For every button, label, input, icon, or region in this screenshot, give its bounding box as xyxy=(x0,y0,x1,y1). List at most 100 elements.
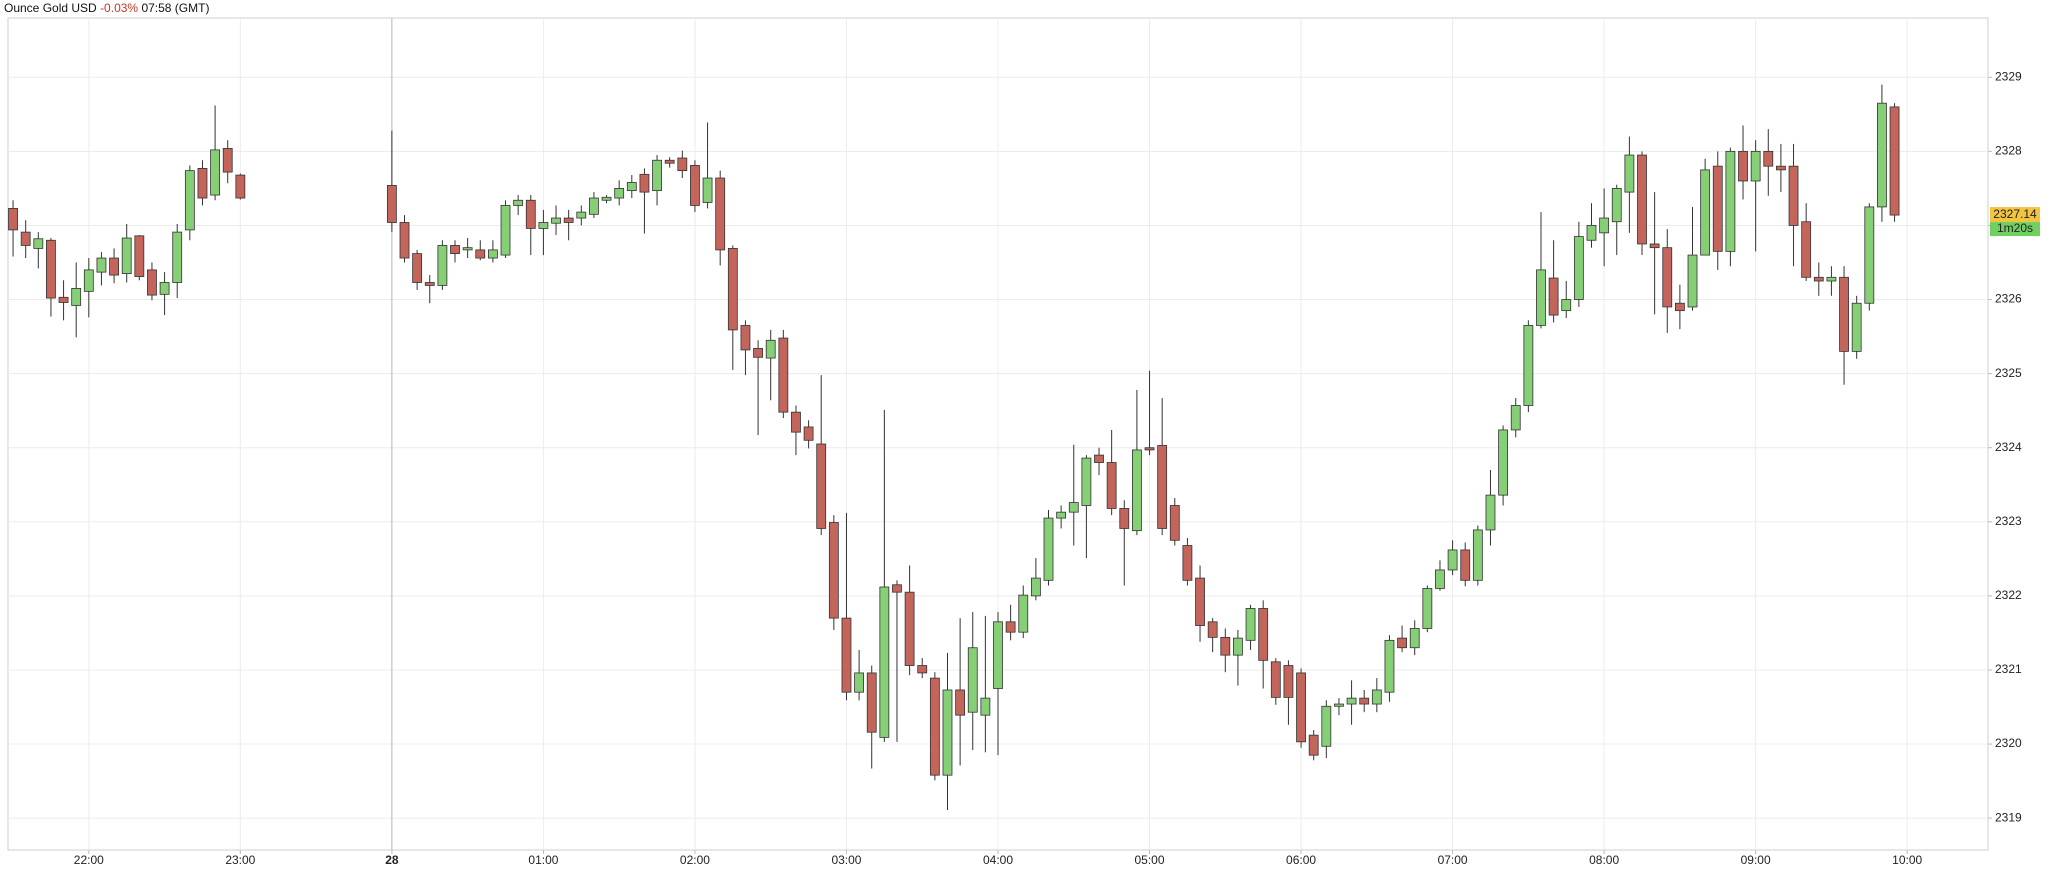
countdown-tag xyxy=(1990,222,2040,237)
candle-body xyxy=(1460,549,1471,581)
candle-body xyxy=(904,591,915,666)
candle-body xyxy=(1611,188,1622,223)
candle-body xyxy=(1081,457,1092,506)
candle-body xyxy=(1687,254,1698,308)
x-tick-label: 10:00 xyxy=(1892,853,1922,867)
candle-body xyxy=(1346,697,1357,705)
candle-body xyxy=(551,217,561,224)
candle-body xyxy=(942,689,953,776)
candle-body xyxy=(1813,276,1824,282)
candle-body xyxy=(1877,102,1887,208)
candle-body xyxy=(1195,577,1205,626)
candle-body xyxy=(854,672,864,693)
candle-body xyxy=(1422,588,1433,629)
x-tick-label: 28 xyxy=(385,853,399,867)
x-tick-label: 08:00 xyxy=(1589,853,1619,867)
candle-body xyxy=(1359,697,1370,705)
candle-body xyxy=(399,222,410,259)
candle-body xyxy=(20,231,31,246)
candle-body xyxy=(980,697,991,716)
candle-body xyxy=(1270,661,1281,698)
candle-body xyxy=(715,177,726,251)
candle-body xyxy=(1738,150,1748,182)
candle-body xyxy=(1157,445,1168,529)
candle-body xyxy=(967,647,978,713)
candle-body xyxy=(172,231,183,283)
candle-body xyxy=(1763,150,1774,167)
candle-body xyxy=(1258,608,1269,661)
candle-body xyxy=(1523,325,1534,406)
candle-body xyxy=(1649,243,1660,249)
candle-body xyxy=(1637,154,1647,245)
candle-body xyxy=(778,337,789,413)
candle-body xyxy=(690,165,700,206)
candle-body xyxy=(412,253,423,283)
candle-body xyxy=(702,177,713,203)
candle-body xyxy=(159,282,170,295)
candle-body xyxy=(46,239,56,299)
candle-body xyxy=(1321,705,1332,747)
candle-body xyxy=(639,173,650,193)
y-tick-label: 2319 xyxy=(1995,810,2022,824)
candle-body xyxy=(740,325,751,351)
last-price-tag xyxy=(1990,207,2040,223)
y-tick-label: 2325 xyxy=(1995,366,2022,380)
time: 07:58 (GMT) xyxy=(141,1,210,15)
candle-body xyxy=(563,217,574,223)
candle-body xyxy=(538,222,549,229)
candle-body xyxy=(386,185,397,223)
candle-body xyxy=(1472,529,1483,581)
candle-body xyxy=(1068,502,1079,513)
x-tick-label: 22:00 xyxy=(74,853,104,867)
candle-body xyxy=(1043,517,1054,581)
candle-body xyxy=(816,443,827,529)
candle-body xyxy=(727,248,738,331)
candle-body xyxy=(828,522,839,619)
candle-body xyxy=(1573,236,1584,300)
candle-body xyxy=(8,208,18,231)
y-tick-label: 2326 xyxy=(1995,292,2022,306)
candle-body xyxy=(58,296,69,303)
x-tick-label: 03:00 xyxy=(831,853,861,867)
candle-body xyxy=(222,147,233,173)
candle-body xyxy=(866,672,877,733)
y-tick-label: 2321 xyxy=(1995,662,2022,676)
candle-body xyxy=(184,170,195,231)
candle-body xyxy=(993,621,1003,689)
candle-body xyxy=(1119,508,1130,529)
header: Ounce Gold USD -0.03% 07:58 (GMT) xyxy=(4,1,209,15)
candle-body xyxy=(525,199,536,229)
candle-body xyxy=(1447,549,1458,571)
candle-body xyxy=(1776,165,1786,171)
y-tick-label: 2320 xyxy=(1995,736,2022,750)
candle-body xyxy=(235,174,246,199)
x-tick-label: 05:00 xyxy=(1135,853,1165,867)
candle-body xyxy=(1548,277,1559,316)
candle-body xyxy=(1624,154,1635,193)
candle-body xyxy=(462,247,473,251)
candle-body xyxy=(1384,639,1395,693)
candle-body xyxy=(1283,665,1294,698)
candle-body xyxy=(1005,621,1016,633)
candle-body xyxy=(1308,734,1319,756)
candle-body xyxy=(1245,608,1256,641)
x-tick-label: 04:00 xyxy=(983,853,1013,867)
candle-body xyxy=(652,159,662,192)
candle-body xyxy=(626,182,637,192)
last-price-label: 2327.14 xyxy=(1993,207,2037,221)
candle-body xyxy=(1586,225,1597,241)
candle-body xyxy=(513,199,524,206)
candle-body xyxy=(1094,454,1104,463)
candle-body xyxy=(1106,462,1117,509)
candle-body xyxy=(424,282,435,286)
change: -0.03% xyxy=(100,1,139,15)
x-tick-label: 23:00 xyxy=(225,853,255,867)
candle-body xyxy=(500,205,511,256)
candle-body xyxy=(1056,511,1067,519)
candle-body xyxy=(1662,247,1673,308)
candle-body xyxy=(1220,636,1231,656)
candle-body xyxy=(1334,703,1344,707)
candle-body xyxy=(1826,276,1837,282)
candle-body xyxy=(1788,165,1799,226)
